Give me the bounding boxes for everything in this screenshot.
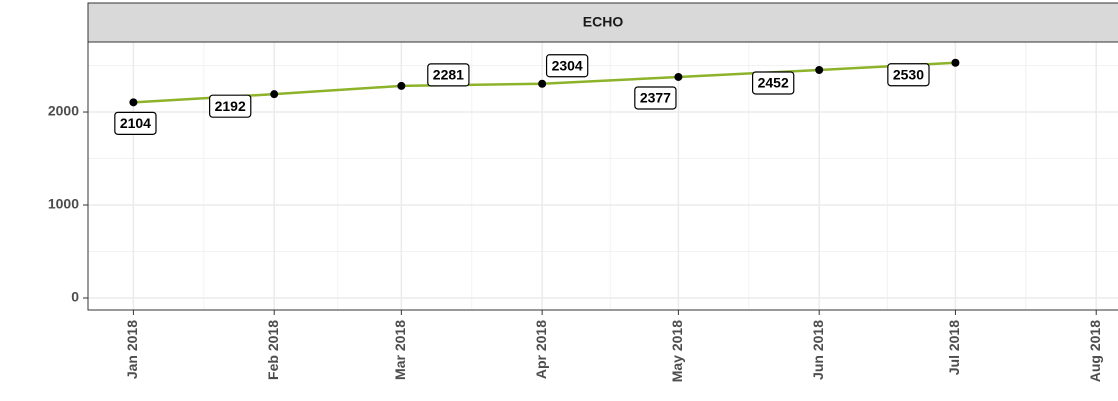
data-label: 2452 xyxy=(752,71,795,95)
data-label-box xyxy=(634,86,677,110)
data-label-text: 2377 xyxy=(640,90,671,106)
strip-title: ECHO xyxy=(583,14,624,30)
y-tick-label: 1000 xyxy=(48,196,79,212)
data-label-box xyxy=(114,111,157,135)
panel xyxy=(88,42,1118,310)
x-tick-label: Apr 2018 xyxy=(533,320,549,379)
panel-border xyxy=(87,41,1118,311)
data-label-text: 2192 xyxy=(215,98,246,114)
data-label: 2192 xyxy=(209,94,252,118)
data-label-text: 2452 xyxy=(758,75,789,91)
data-label-box xyxy=(545,54,589,78)
point xyxy=(270,90,279,99)
data-label: 2104 xyxy=(114,111,157,135)
data-label-box xyxy=(752,71,795,95)
data-label-text: 2281 xyxy=(433,67,464,83)
x-tick-label: Jun 2018 xyxy=(810,320,826,380)
point xyxy=(674,72,683,81)
y-tick-label: 0 xyxy=(71,289,79,305)
point xyxy=(129,98,138,107)
data-label-text: 2104 xyxy=(120,115,151,131)
x-tick-label: Mar 2018 xyxy=(392,320,408,380)
data-label-box xyxy=(887,63,930,87)
x-tick-label: Jul 2018 xyxy=(946,320,962,375)
x-tick-label: Aug 2018 xyxy=(1087,320,1103,382)
point xyxy=(397,81,406,90)
data-label: 2530 xyxy=(887,63,930,87)
point xyxy=(951,58,960,67)
data-label: 2377 xyxy=(634,86,677,110)
data-label: 2281 xyxy=(427,63,470,87)
point xyxy=(538,79,547,88)
data-label-text: 2304 xyxy=(552,57,583,73)
strip xyxy=(87,2,1118,43)
y-tick-label: 2000 xyxy=(48,103,79,119)
x-tick-label: May 2018 xyxy=(669,320,685,382)
point xyxy=(815,65,824,74)
x-tick-label: Feb 2018 xyxy=(265,320,281,380)
data-label: 2304 xyxy=(545,54,589,78)
data-label-box xyxy=(427,63,470,87)
data-label-box xyxy=(209,94,252,118)
x-tick-label: Jan 2018 xyxy=(124,320,140,379)
data-label-text: 2530 xyxy=(893,66,924,82)
